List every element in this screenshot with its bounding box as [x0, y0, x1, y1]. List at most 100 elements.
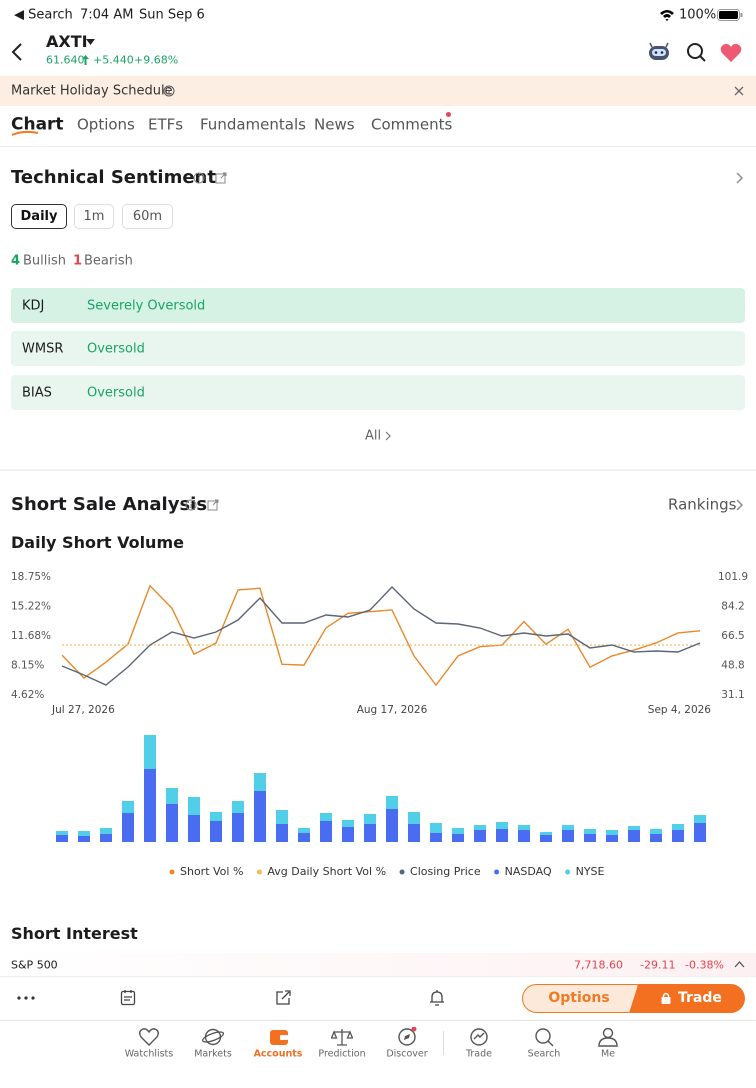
bar-segment — [100, 834, 112, 842]
favorite-icon[interactable] — [720, 43, 742, 62]
tab-underline — [11, 130, 39, 136]
symbol-dropdown[interactable] — [86, 39, 95, 45]
bar-segment — [694, 815, 706, 823]
bar-segment — [210, 812, 222, 821]
y-tick-label: 8.15% — [11, 660, 44, 672]
bar-segment — [650, 834, 662, 842]
trade-label[interactable]: Trade — [678, 990, 722, 1006]
bar-segment — [672, 824, 684, 830]
divider — [0, 146, 756, 147]
banner-text[interactable]: Market Holiday Schedule — [11, 83, 173, 99]
tab-label[interactable]: Trade — [465, 1048, 493, 1060]
period-button-active[interactable]: Daily — [11, 204, 67, 229]
tab[interactable]: ETFs — [148, 115, 184, 134]
info-icon[interactable] — [185, 499, 197, 511]
bar-segment — [210, 821, 222, 842]
bar-segment — [408, 824, 420, 842]
expand-icon[interactable] — [734, 961, 745, 968]
tab-icon[interactable] — [138, 1027, 160, 1047]
ticker-bar[interactable] — [0, 953, 756, 976]
bar-segment — [496, 822, 508, 829]
legend-marker — [494, 869, 500, 875]
period-button[interactable]: 60m — [122, 204, 173, 229]
share-icon[interactable] — [275, 989, 291, 1006]
info-icon[interactable] — [163, 85, 175, 97]
bar-segment — [672, 830, 684, 842]
tab-label[interactable]: Prediction — [318, 1048, 366, 1060]
banner-close[interactable] — [734, 86, 744, 96]
bar-segment — [78, 831, 90, 836]
symbol[interactable]: AXTI — [46, 32, 88, 51]
tab[interactable]: Comments — [371, 115, 453, 134]
bar-segment — [518, 825, 530, 830]
tab-label-active[interactable]: Accounts — [253, 1048, 303, 1060]
tab-icon[interactable] — [202, 1027, 224, 1047]
bar-segment — [562, 825, 574, 830]
tab-separator — [443, 1031, 444, 1055]
tab-label[interactable]: Markets — [194, 1048, 232, 1060]
bearish-count: 1 — [73, 253, 83, 269]
tab-label[interactable]: Discover — [386, 1048, 428, 1060]
info-icon[interactable] — [193, 172, 205, 184]
tab-icon[interactable] — [396, 1027, 418, 1047]
back-button[interactable] — [10, 42, 24, 62]
indicator-name: KDJ — [22, 298, 45, 314]
bar-segment — [694, 823, 706, 842]
bar-segment — [122, 801, 134, 813]
price: 61.640 — [46, 53, 85, 67]
bar-segment — [232, 801, 244, 813]
alert-icon[interactable] — [428, 989, 446, 1007]
bar-segment — [166, 788, 178, 804]
indicator-row[interactable] — [11, 331, 745, 366]
tab-icon[interactable] — [533, 1027, 555, 1047]
holiday-banner[interactable] — [0, 76, 756, 106]
chevron[interactable] — [736, 172, 744, 184]
tab[interactable]: Options — [77, 115, 135, 134]
trade-button[interactable] — [629, 984, 745, 1013]
indicator-row[interactable] — [11, 288, 745, 323]
y2-tick-label: 84.2 — [721, 601, 744, 613]
bar-segment — [188, 815, 200, 842]
tab-icon[interactable] — [597, 1027, 619, 1047]
tab-label[interactable]: Me — [600, 1048, 616, 1060]
search-icon[interactable] — [686, 42, 706, 62]
share-icon[interactable] — [215, 172, 227, 184]
legend-label: NYSE — [576, 865, 605, 878]
y2-tick-label: 31.1 — [721, 689, 744, 701]
tab-active[interactable]: Chart — [11, 114, 64, 135]
divider — [0, 469, 756, 471]
bar-segment — [518, 830, 530, 842]
tab-icon-active[interactable] — [268, 1027, 290, 1047]
tab[interactable]: News — [314, 115, 355, 134]
more-icon[interactable] — [17, 995, 35, 1001]
bar-segment — [474, 830, 486, 842]
y2-tick-label: 66.5 — [721, 630, 744, 642]
tab-icon[interactable] — [331, 1027, 353, 1047]
period-button[interactable]: 1m — [74, 204, 114, 229]
assistant-icon[interactable] — [647, 42, 671, 62]
battery-icon — [717, 9, 743, 21]
rankings-link[interactable]: Rankings — [668, 495, 737, 514]
calendar-icon[interactable] — [120, 989, 136, 1006]
legend-marker — [169, 869, 175, 875]
chevron[interactable] — [736, 499, 744, 511]
section-title: Technical Sentiment — [11, 167, 216, 188]
bar-segment — [430, 833, 442, 842]
see-all[interactable]: All — [365, 428, 382, 444]
tab-icon[interactable] — [468, 1027, 490, 1047]
bar-segment — [276, 810, 288, 824]
chevron[interactable] — [385, 431, 391, 441]
share-icon[interactable] — [207, 499, 219, 511]
tab-label[interactable]: Watchlists — [124, 1048, 174, 1060]
bar-segment — [78, 836, 90, 842]
wifi-icon — [660, 10, 674, 21]
options-button[interactable] — [522, 984, 638, 1013]
tab-label[interactable]: Search — [527, 1048, 561, 1060]
x-tick-label: Aug 17, 2026 — [357, 704, 428, 716]
status-back[interactable]: ◀ Search — [14, 7, 73, 23]
tab[interactable]: Fundamentals — [200, 115, 306, 134]
bar-segment — [144, 735, 156, 769]
indicator-row[interactable] — [11, 375, 745, 410]
options-label[interactable]: Options — [548, 990, 610, 1006]
index-change: -29.11 — [640, 958, 676, 972]
